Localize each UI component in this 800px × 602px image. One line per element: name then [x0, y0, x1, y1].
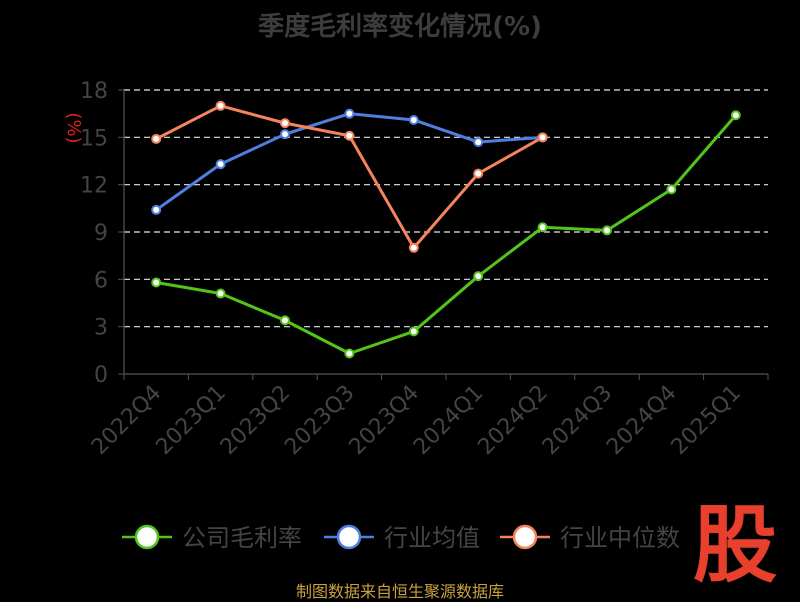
data-point	[730, 110, 741, 121]
data-source-note: 制图数据来自恒生聚源数据库	[295, 582, 504, 601]
legend-marker	[134, 524, 160, 550]
legend-marker	[336, 524, 362, 550]
y-axis-label: (%)	[63, 112, 84, 143]
series-line	[155, 114, 737, 355]
data-point	[215, 100, 226, 111]
x-tick-label: 2023Q3	[280, 381, 359, 460]
data-point	[408, 114, 419, 125]
y-tick-label: 9	[94, 221, 108, 246]
y-tick-label: 3	[94, 316, 108, 341]
data-point	[602, 225, 612, 236]
x-tick-label: 2024Q4	[602, 381, 681, 460]
legend-label: 公司毛利率	[182, 524, 302, 552]
data-point	[666, 184, 677, 195]
chart-title: 季度毛利率变化情况(%)	[258, 12, 542, 42]
brand-logo: 股	[692, 496, 777, 594]
grid-lines	[118, 89, 768, 375]
x-tick-label: 2023Q1	[151, 381, 230, 460]
data-point	[473, 137, 484, 148]
legend-label: 行业中位数	[560, 524, 680, 552]
x-tick-label: 2023Q2	[216, 381, 295, 460]
series-line	[155, 112, 543, 212]
data-point	[151, 204, 162, 215]
series-lines	[151, 100, 741, 359]
series-line	[155, 104, 544, 250]
data-point	[473, 168, 484, 179]
data-point	[408, 242, 419, 253]
data-point	[344, 348, 355, 359]
data-point	[537, 222, 548, 233]
x-tick-label: 2024Q1	[409, 381, 488, 460]
y-tick-label: 15	[80, 126, 108, 151]
x-tick-label: 2024Q2	[473, 381, 552, 460]
data-point	[280, 129, 290, 140]
y-tick-label: 12	[80, 174, 108, 199]
x-tick-label: 2022Q4	[87, 381, 166, 460]
axes	[123, 90, 769, 380]
data-point	[408, 326, 419, 337]
legend-label: 行业均值	[384, 524, 480, 552]
y-tick-label: 0	[94, 363, 108, 388]
data-point	[473, 271, 484, 282]
data-point	[215, 288, 226, 299]
data-point	[280, 315, 290, 326]
x-tick-label: 2023Q4	[345, 381, 424, 460]
data-point	[151, 133, 162, 144]
x-tick-labels: 2022Q42023Q12023Q22023Q32023Q42024Q12024…	[87, 381, 746, 460]
y-tick-labels: 0 3 6 9 12 15 18	[80, 79, 108, 388]
x-tick-label: 2025Q1	[667, 381, 746, 460]
data-point	[151, 277, 162, 288]
legend: 公司毛利率 行业均值 行业中位数	[122, 524, 680, 552]
data-point	[344, 130, 355, 141]
y-tick-label: 18	[80, 79, 108, 104]
x-tick-label: 2024Q3	[538, 381, 617, 460]
data-point	[537, 132, 548, 143]
data-point	[215, 159, 226, 170]
data-point	[344, 108, 355, 119]
data-point	[280, 118, 290, 129]
legend-marker	[512, 524, 538, 550]
y-tick-label: 6	[94, 268, 108, 293]
